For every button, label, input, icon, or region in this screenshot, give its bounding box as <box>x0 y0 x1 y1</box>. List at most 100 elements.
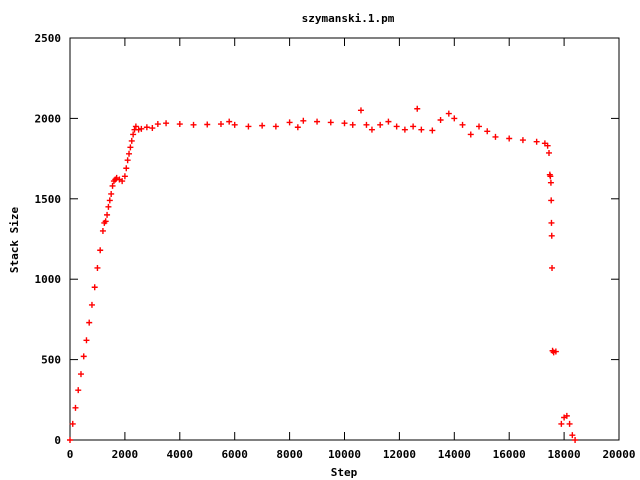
series-point <box>88 301 95 308</box>
series-point <box>294 124 301 131</box>
series-point <box>75 387 82 394</box>
series-point <box>569 432 576 439</box>
y-axis: 0 500 1000 1500 2000 2500 <box>35 32 619 447</box>
series-point <box>445 110 452 117</box>
series-point <box>476 123 483 130</box>
x-axis: 0 2000 4000 6000 8000 10000 12000 14000 16000 180… <box>67 38 636 461</box>
series-point <box>459 121 466 128</box>
series-point <box>94 264 101 271</box>
series-point <box>119 178 126 185</box>
y-tick-label-1: 500 <box>41 354 61 367</box>
series-point <box>349 121 356 128</box>
series-point <box>245 123 252 130</box>
series-point <box>106 197 113 204</box>
y-tick-label-4: 2000 <box>35 112 62 125</box>
series-point <box>548 197 555 204</box>
series-point <box>121 173 128 180</box>
series-point <box>91 284 98 291</box>
y-tick-label-5: 2500 <box>35 32 62 45</box>
series-point <box>83 337 90 344</box>
x-tick-label-10: 20000 <box>602 448 635 461</box>
series-point <box>548 219 555 226</box>
series-point <box>67 437 73 443</box>
series-point <box>231 121 238 128</box>
series-point <box>109 182 116 189</box>
series-layer <box>67 105 579 443</box>
series-point <box>105 203 112 210</box>
series-point <box>341 120 348 127</box>
series-point <box>204 121 211 128</box>
series-point <box>149 125 156 132</box>
x-tick-label-3: 6000 <box>221 448 248 461</box>
series-point <box>104 211 111 218</box>
series-point <box>102 218 109 225</box>
series-point <box>492 133 499 140</box>
x-tick-label-4: 8000 <box>276 448 303 461</box>
y-tick-label-0: 0 <box>54 434 61 447</box>
series-point <box>124 157 131 164</box>
series-point <box>418 126 425 133</box>
series-point <box>549 264 556 271</box>
series-point <box>410 123 417 130</box>
series-point <box>357 107 364 114</box>
series-point <box>163 120 170 127</box>
series-point <box>135 126 142 133</box>
plot-area <box>69 37 620 441</box>
series-point <box>286 119 293 126</box>
series-point <box>548 232 555 239</box>
series-point <box>563 412 570 419</box>
series-point <box>130 131 137 138</box>
series-point <box>519 137 526 144</box>
x-tick-label-7: 14000 <box>438 448 471 461</box>
series-point <box>143 124 150 131</box>
x-tick-label-2: 4000 <box>167 448 194 461</box>
series-point <box>72 404 79 411</box>
series-point <box>99 227 106 234</box>
series-point <box>132 123 139 130</box>
series-point <box>97 247 104 254</box>
series-point <box>414 105 421 112</box>
series-point <box>259 122 266 129</box>
series-point <box>127 144 134 151</box>
series-point <box>86 319 93 326</box>
series-point <box>437 117 444 124</box>
series-point <box>484 128 491 135</box>
series-point <box>327 119 334 126</box>
series-point <box>314 118 321 125</box>
series-point <box>467 131 474 138</box>
series-point <box>77 371 84 378</box>
x-tick-label-6: 12000 <box>383 448 416 461</box>
y-tick-label-3: 1500 <box>35 193 62 206</box>
series-point <box>128 137 135 144</box>
series-point <box>80 353 87 360</box>
series-point <box>154 121 161 128</box>
x-tick-label-1: 2000 <box>112 448 139 461</box>
series-point <box>217 121 224 128</box>
series-point <box>126 150 133 157</box>
series-point <box>544 142 551 149</box>
series-point <box>368 126 375 133</box>
series-point <box>138 125 145 132</box>
series-point <box>558 420 565 427</box>
series-point <box>566 420 573 427</box>
x-tick-label-0: 0 <box>67 448 74 461</box>
series-point <box>429 127 436 134</box>
x-axis-label: Step <box>331 466 358 479</box>
series-point <box>547 173 554 180</box>
series-point <box>451 115 458 122</box>
y-axis-label: Stack Size <box>8 207 21 274</box>
plot-frame <box>69 37 620 441</box>
chart-title: szymanski.1.pm <box>302 12 395 25</box>
x-tick-label-5: 10000 <box>328 448 361 461</box>
series-point <box>363 121 370 128</box>
series-point <box>393 123 400 130</box>
series-0 <box>67 105 579 443</box>
series-point <box>377 121 384 128</box>
series-point <box>226 118 233 125</box>
series-point <box>300 117 307 124</box>
series-point <box>190 121 197 128</box>
series-point <box>123 165 130 172</box>
series-point <box>385 118 392 125</box>
series-point <box>272 123 279 130</box>
